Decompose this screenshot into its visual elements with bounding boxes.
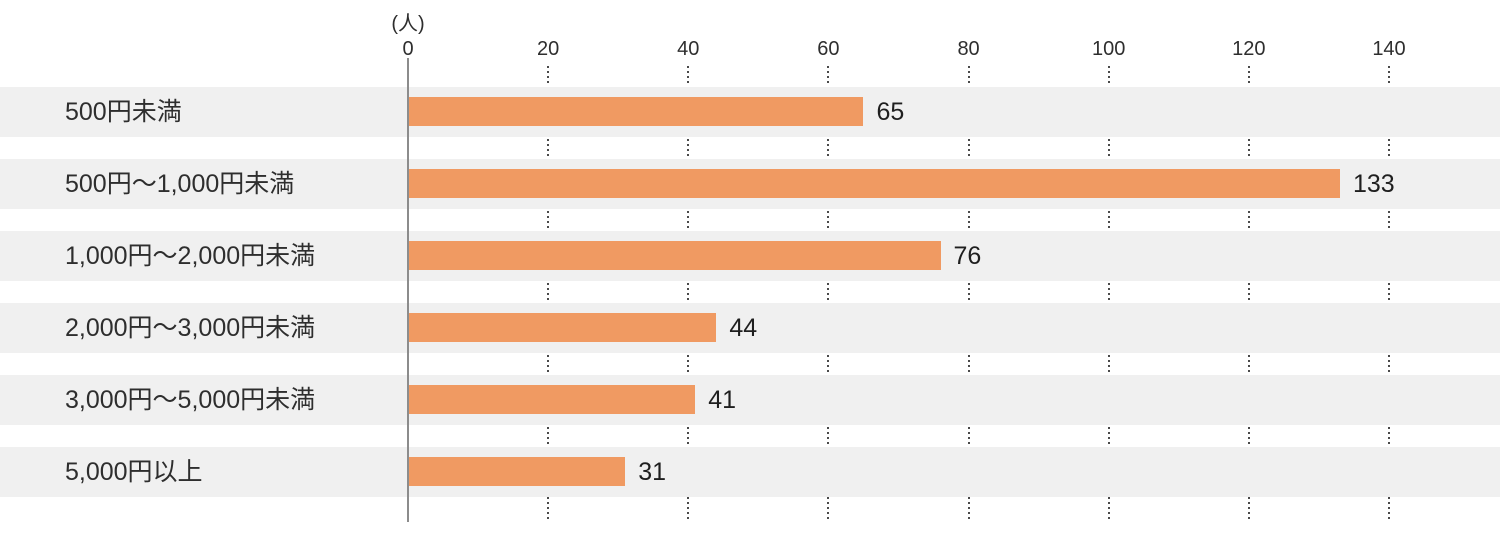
tick-gridline	[967, 427, 970, 445]
chart-row: 500円～1,000円未満 133	[0, 159, 1500, 209]
y-axis-zero-line	[407, 58, 409, 522]
tick-gridline	[1388, 211, 1390, 229]
tick-gridline	[1247, 492, 1250, 522]
chart-row: 3,000円～5,000円未満 41	[0, 375, 1500, 425]
tick-gridline	[547, 66, 550, 84]
tick-gridline	[967, 492, 970, 522]
value-label: 41	[708, 386, 737, 414]
x-axis-tick-label-0: 0	[402, 38, 414, 60]
tick-gridline	[827, 492, 830, 522]
tick-gridline	[1107, 355, 1110, 373]
tick-gridline	[827, 427, 830, 445]
category-label: 2,000円～3,000円未満	[65, 314, 316, 342]
value-label: 133	[1352, 170, 1395, 198]
value-label: 44	[729, 314, 758, 342]
tick-gridline	[547, 211, 550, 229]
x-axis-tick-label-80: 80	[957, 38, 980, 60]
tick-gridline	[827, 355, 830, 373]
tick-gridline	[1388, 427, 1390, 445]
tick-gridline	[1107, 427, 1110, 445]
tick-gridline	[687, 427, 690, 445]
tick-gridline	[827, 139, 830, 157]
tick-gridline	[827, 66, 830, 84]
bar	[408, 457, 626, 486]
value-label: 65	[876, 98, 905, 126]
tick-gridline	[687, 139, 690, 157]
tick-gridline	[827, 211, 830, 229]
bar	[408, 241, 941, 270]
bar	[408, 313, 717, 342]
tick-gridline	[1247, 139, 1250, 157]
tick-gridline	[1247, 427, 1250, 445]
value-label: 31	[638, 458, 667, 486]
bar	[408, 97, 864, 126]
tick-gridline	[1247, 211, 1250, 229]
tick-gridline	[547, 355, 550, 373]
tick-gridline	[1247, 66, 1250, 84]
tick-gridline	[967, 355, 970, 373]
tick-gridline	[1107, 211, 1110, 229]
tick-gridline	[967, 283, 970, 301]
tick-gridline	[1107, 139, 1110, 157]
value-label: 76	[953, 242, 982, 270]
tick-gridline	[1388, 355, 1390, 373]
x-axis-tick-label-20: 20	[537, 38, 560, 60]
category-label: 5,000円以上	[65, 458, 203, 486]
tick-gridline	[687, 283, 690, 301]
axis-unit-label: (人)	[391, 13, 425, 35]
x-axis-tick-label-100: 100	[1092, 38, 1126, 60]
tick-gridline	[1388, 283, 1390, 301]
tick-gridline	[687, 66, 690, 84]
x-axis-tick-label-140: 140	[1372, 38, 1406, 60]
category-label: 1,000円～2,000円未満	[65, 242, 316, 270]
tick-gridline	[1247, 355, 1250, 373]
x-axis-tick-label-40: 40	[677, 38, 700, 60]
bar	[408, 169, 1340, 198]
tick-gridline	[827, 283, 830, 301]
tick-gridline	[547, 139, 550, 157]
tick-gridline	[1107, 283, 1110, 301]
category-label: 500円未満	[65, 98, 182, 126]
chart-row: 1,000円～2,000円未満 76	[0, 231, 1500, 281]
category-label: 500円～1,000円未満	[65, 170, 295, 198]
tick-gridline	[687, 492, 690, 522]
tick-gridline	[547, 492, 550, 522]
tick-gridline	[547, 427, 550, 445]
x-axis-tick-label-120: 120	[1232, 38, 1266, 60]
tick-gridline	[687, 211, 690, 229]
tick-gridline	[1388, 66, 1390, 84]
tick-gridline	[967, 66, 970, 84]
tick-gridline	[547, 283, 550, 301]
tick-gridline	[687, 355, 690, 373]
tick-gridline	[1107, 492, 1110, 522]
bar	[408, 385, 696, 414]
category-label: 3,000円～5,000円未満	[65, 386, 316, 414]
x-axis-tick-label-60: 60	[817, 38, 840, 60]
chart-row: 500円未満 65	[0, 87, 1500, 137]
tick-gridline	[967, 211, 970, 229]
tick-gridline	[1247, 283, 1250, 301]
tick-gridline	[1107, 66, 1110, 84]
tick-gridline	[1388, 492, 1390, 522]
tick-gridline	[1388, 139, 1390, 157]
chart-row: 2,000円～3,000円未満 44	[0, 303, 1500, 353]
chart-row: 5,000円以上 31	[0, 447, 1500, 497]
tick-gridline	[967, 139, 970, 157]
